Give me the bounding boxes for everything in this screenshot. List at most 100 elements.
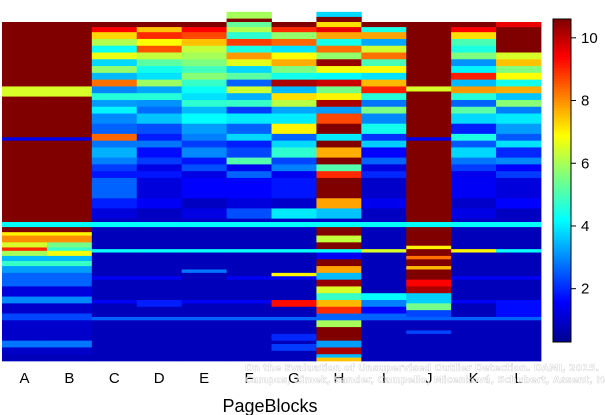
heatmap-cell: [316, 259, 362, 267]
heatmap-cell: [226, 86, 272, 94]
colorbar-segment: [553, 234, 571, 238]
colorbar-segment: [553, 293, 571, 297]
colorbar-segment: [553, 134, 571, 138]
heatmap-cell: [136, 316, 183, 321]
heatmap-cell: [46, 313, 93, 321]
heatmap-cell: [136, 79, 183, 87]
heatmap-cell: [181, 303, 227, 318]
heatmap-plot-area: [2, 0, 542, 362]
heatmap-cell: [361, 320, 407, 362]
heatmap-cell: [271, 340, 317, 345]
colorbar-segment: [553, 110, 571, 114]
heatmap-cell: [91, 133, 138, 141]
heatmap-cell: [361, 222, 407, 228]
heatmap-cell: [451, 113, 497, 125]
heatmap-cell: [181, 86, 227, 94]
heatmap-cell: [181, 222, 227, 228]
watermark-line-1: On the Evaluation of Unsupervised Outlie…: [245, 363, 599, 374]
heatmap-cell: [226, 22, 272, 28]
heatmap-cell: [136, 93, 183, 101]
heatmap-cell: [316, 340, 362, 348]
heatmap-cell: [451, 157, 497, 165]
colorbar-segment: [553, 115, 571, 120]
colorbar-segment: [553, 288, 571, 292]
heatmap-cell: [181, 106, 227, 114]
x-tick-label: A: [19, 370, 29, 387]
heatmap-cell: [451, 22, 497, 28]
heatmap-cell: [46, 320, 93, 342]
heatmap-cell: [181, 177, 227, 199]
heatmap-cell: [316, 99, 362, 108]
heatmap-cell: [2, 137, 48, 141]
heatmap-cell: [91, 279, 138, 301]
colorbar-segment: [553, 280, 571, 284]
colorbar-segment: [553, 78, 571, 82]
heatmap-cell: [496, 249, 542, 253]
heatmap-cell: [181, 171, 227, 179]
heatmap-cell: [2, 86, 48, 97]
heatmap-cell: [271, 106, 317, 114]
heatmap-cell: [226, 11, 272, 19]
heatmap-cell: [91, 252, 138, 277]
heatmap-cell: [271, 133, 317, 141]
heatmap-cell: [316, 123, 362, 135]
heatmap-cell: [136, 72, 183, 80]
heatmap-cell: [226, 113, 272, 125]
heatmap-cell: [361, 86, 407, 94]
heatmap-cell: [2, 247, 48, 252]
colorbar-segment: [553, 191, 571, 195]
heatmap-cell: [136, 157, 183, 165]
heatmap-cell: [181, 157, 227, 165]
heatmap-cell: [46, 347, 93, 355]
heatmap-cell: [181, 249, 227, 253]
heatmap-cell: [91, 27, 138, 33]
heatmap-cell: [226, 147, 272, 158]
heatmap-cell: [181, 99, 227, 108]
heatmap-cell: [91, 276, 138, 280]
heatmap-cell: [496, 133, 542, 141]
heatmap-cell: [91, 222, 138, 228]
heatmap-cell: [406, 310, 452, 318]
heatmap-cell: [91, 45, 138, 53]
heatmap-cell: [496, 52, 542, 60]
heatmap-cell: [271, 272, 317, 277]
heatmap-cell: [46, 296, 93, 304]
colorbar-tick-label: 10: [581, 30, 598, 47]
heatmap-cell: [136, 177, 183, 199]
heatmap-cell: [496, 147, 542, 158]
heatmap-cell: [226, 157, 272, 165]
heatmap-cell: [451, 252, 497, 277]
heatmap-cell: [91, 157, 138, 165]
heatmap-cell: [451, 303, 497, 318]
heatmap-cell: [2, 22, 48, 87]
heatmap-cell: [226, 299, 272, 304]
heatmap-cell: [136, 113, 183, 125]
heatmap-cell: [451, 177, 497, 199]
heatmap-cell: [451, 218, 497, 223]
colorbar-segment: [553, 285, 571, 289]
heatmap-cell: [496, 22, 542, 28]
heatmap-cell: [271, 140, 317, 148]
heatmap-cell: [91, 113, 138, 125]
heatmap-cell: [451, 72, 497, 80]
heatmap-cell: [226, 218, 272, 223]
heatmap-cell: [271, 350, 317, 362]
heatmap-cell: [46, 137, 93, 141]
heatmap-cell: [271, 299, 317, 308]
heatmap-cell: [136, 99, 183, 108]
heatmap-cell: [361, 52, 407, 60]
colorbar-segment: [553, 107, 571, 112]
watermark: On the Evaluation of Unsupervised Outlie…: [245, 363, 605, 386]
heatmap-cell: [91, 59, 138, 67]
heatmap-cell: [91, 93, 138, 101]
heatmap-cell: [271, 157, 317, 165]
colorbar-segment: [553, 67, 571, 71]
colorbar-segment: [553, 27, 571, 31]
heatmap-cell: [361, 140, 407, 148]
heatmap-cell: [451, 106, 497, 114]
colorbar-segment: [553, 113, 571, 117]
heatmap-cell: [181, 133, 227, 141]
colorbar-segment: [553, 21, 571, 25]
heatmap-cell: [2, 320, 48, 342]
